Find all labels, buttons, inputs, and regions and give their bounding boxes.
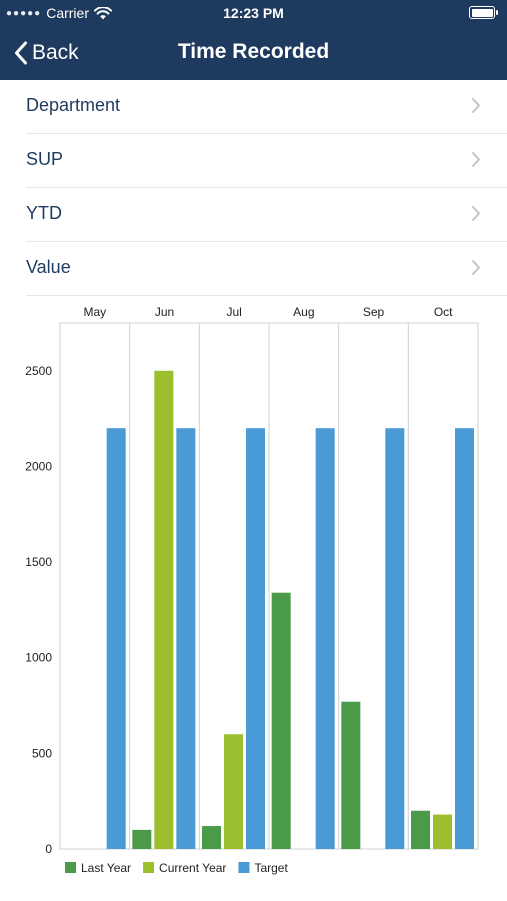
list-item-department[interactable]: Department	[26, 80, 507, 134]
bar-target[interactable]	[106, 428, 126, 849]
chevron-right-icon	[472, 260, 480, 275]
list-item-value[interactable]: Value	[26, 242, 507, 296]
x-category-label: May	[83, 305, 106, 319]
bar-target[interactable]	[246, 428, 265, 849]
x-category-label: Aug	[293, 305, 314, 319]
bar-target[interactable]	[385, 428, 405, 849]
legend-swatch	[143, 862, 155, 873]
legend-label: Target	[254, 861, 288, 875]
list-item-label: YTD	[26, 203, 62, 223]
status-bar: ●●●●● Carrier 12:23 PM	[0, 0, 507, 26]
list-item-label: SUP	[26, 149, 64, 169]
bar-current-year[interactable]	[433, 814, 452, 849]
y-tick-label: 0	[45, 842, 52, 856]
back-button[interactable]: Back	[14, 38, 79, 68]
x-category-label: Jun	[155, 305, 174, 319]
legend-swatch	[238, 862, 250, 873]
y-tick-label: 2500	[25, 364, 52, 378]
x-category-label: Jul	[226, 305, 241, 319]
bar-target[interactable]	[315, 428, 335, 849]
filter-list: Department SUP YTD Value	[0, 80, 507, 296]
list-item-label: Department	[26, 95, 121, 115]
x-category-label: Oct	[434, 305, 453, 319]
bar-chart: 0 500 1000 1500 2000 2500 May Jun Jul Aug Sep Oct La…	[25, 305, 479, 875]
x-category-label: Sep	[363, 305, 385, 319]
chevron-left-icon	[15, 41, 27, 65]
bar-current-year[interactable]	[224, 734, 243, 849]
y-tick-label: 500	[32, 746, 52, 760]
list-item-sup[interactable]: SUP	[26, 134, 507, 188]
bar-last-year[interactable]	[341, 701, 361, 849]
list-item-ytd[interactable]: YTD	[26, 188, 507, 242]
page-title: Time Recorded	[177, 40, 330, 63]
carrier-label: Carrier	[46, 5, 89, 21]
bar-target[interactable]	[455, 428, 474, 849]
chevron-right-icon	[472, 206, 480, 221]
bar-last-year[interactable]	[202, 826, 221, 849]
y-tick-label: 2000	[25, 459, 52, 473]
status-left: ●●●●● Carrier	[6, 5, 112, 21]
bar-last-year[interactable]	[271, 592, 291, 849]
chevron-right-icon	[472, 98, 480, 113]
chevron-right-icon	[472, 152, 480, 167]
legend-swatch	[65, 862, 76, 873]
navigation-header: ●●●●● Carrier 12:23 PM Back Time Recorde…	[0, 0, 507, 80]
list-item-label: Value	[26, 257, 71, 277]
signal-dots-icon: ●●●●●	[6, 7, 42, 19]
time-recorded-chart: 0 500 1000 1500 2000 2500 May Jun Jul Aug Sep Oct La…	[0, 296, 507, 896]
bar-target[interactable]	[176, 428, 196, 849]
bar-last-year[interactable]	[411, 810, 430, 849]
status-time: 12:23 PM	[223, 5, 284, 21]
wifi-icon	[93, 6, 112, 19]
nav-bar: Back Time Recorded	[0, 26, 507, 80]
legend-label: Last Year	[81, 861, 131, 875]
back-label: Back	[32, 41, 79, 64]
y-tick-label: 1000	[25, 651, 52, 665]
bar-last-year[interactable]	[132, 829, 152, 849]
battery-icon	[469, 6, 498, 19]
bar-current-year[interactable]	[154, 370, 174, 849]
legend-label: Current Year	[159, 861, 226, 875]
y-tick-label: 1500	[25, 555, 52, 569]
